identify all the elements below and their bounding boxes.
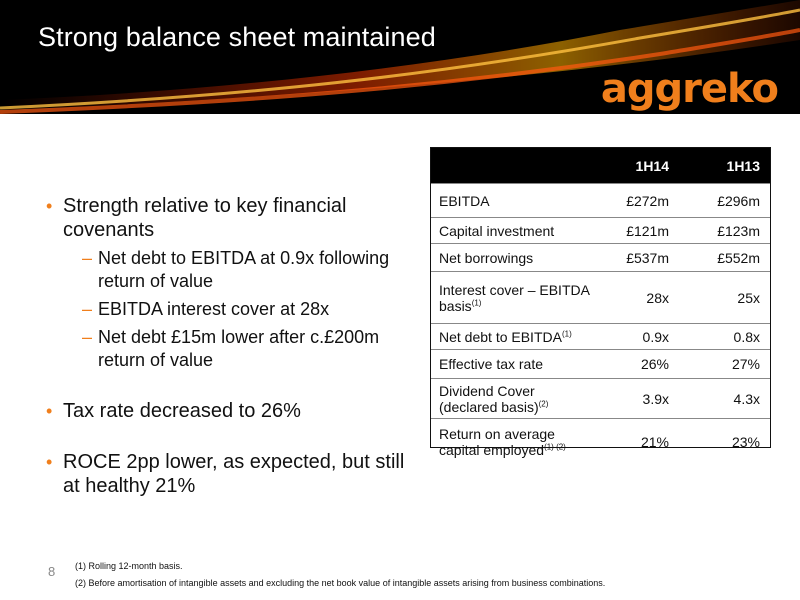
aggreko-logo: aggreko — [600, 66, 779, 112]
row-label-text: EBITDA — [439, 192, 490, 209]
row-label-text: Interest cover – EBITDA basis — [439, 281, 590, 314]
row-label: Effective tax rate — [431, 349, 598, 379]
table-row: EBITDA £272m £296m — [431, 183, 770, 218]
row-label-footnote-ref: (2) — [538, 398, 549, 408]
sub-bullet-item: – Net debt £15m lower after c.£200m retur… — [46, 326, 406, 372]
cell-1h14: £537m — [598, 243, 679, 272]
row-label-footnote-ref: (1) — [471, 297, 482, 307]
cell-1h13: 27% — [679, 349, 770, 379]
row-label-text: Return on average capital employed — [439, 425, 555, 458]
footnote-2: (2) Before amortisation of intangible as… — [75, 578, 606, 588]
bullet-text: ROCE 2pp lower, as expected, but still a… — [63, 451, 405, 497]
bullet-marker-icon: • — [46, 196, 53, 216]
bullet-marker-icon: • — [46, 452, 53, 472]
bullet-text: Tax rate decreased to 26% — [63, 400, 301, 422]
slide-header: Strong balance sheet maintained aggreko — [0, 0, 800, 114]
sub-bullet-item: – EBITDA interest cover at 28x — [46, 298, 406, 321]
row-label: Dividend Cover (declared basis)(2) — [431, 378, 598, 419]
bullet-marker-icon: • — [46, 401, 53, 421]
sub-bullet-dash-icon: – — [82, 327, 93, 347]
row-label: EBITDA — [431, 183, 598, 218]
bullet-list: • Strength relative to key financial cove… — [46, 194, 406, 498]
table-row: Net debt to EBITDA(1) 0.9x 0.8x — [431, 323, 770, 350]
slide-title: Strong balance sheet maintained — [38, 22, 436, 52]
table-header-1h13: 1H13 — [679, 148, 770, 184]
row-label-footnote-ref: (1) (2) — [544, 442, 566, 452]
table-row: Return on average capital employed(1) (2… — [431, 418, 770, 465]
table-header-row: 1H14 1H13 — [431, 148, 770, 184]
table-row: Interest cover – EBITDA basis(1) 28x 25x — [431, 271, 770, 324]
sub-bullet-text: Net debt to EBITDA at 0.9x following ret… — [98, 248, 390, 291]
row-label: Net borrowings — [431, 243, 598, 272]
row-label-text: Net borrowings — [439, 249, 534, 266]
cell-1h13: 25x — [679, 271, 770, 324]
sub-bullet-text: Net debt £15m lower after c.£200m return… — [98, 327, 380, 370]
row-label: Return on average capital employed(1) (2… — [431, 418, 598, 465]
cell-1h14: £272m — [598, 183, 679, 218]
row-label: Net debt to EBITDA(1) — [431, 323, 598, 350]
cell-1h13: £296m — [679, 183, 770, 218]
bullet-item: • ROCE 2pp lower, as expected, but still … — [46, 450, 406, 498]
row-label-text: Dividend Cover (declared basis) — [439, 382, 539, 415]
header-swoosh-graphic — [0, 0, 800, 114]
table-header-1h14: 1H14 — [598, 148, 679, 184]
cell-1h14: 28x — [598, 271, 679, 324]
cell-1h13: 4.3x — [679, 378, 770, 419]
row-label-text: Capital investment — [439, 222, 555, 239]
cell-1h14: 0.9x — [598, 323, 679, 350]
bullet-item: • Strength relative to key financial cove… — [46, 194, 406, 242]
bullet-item: • Tax rate decreased to 26% — [46, 399, 406, 423]
row-label: Capital investment — [431, 217, 598, 244]
financial-table: 1H14 1H13 EBITDA £272m £296m Capital invest… — [430, 147, 771, 465]
page-number: 8 — [48, 564, 56, 579]
cell-1h13: 23% — [679, 418, 770, 465]
cell-1h13: £552m — [679, 243, 770, 272]
footnote-1: (1) Rolling 12-month basis. — [75, 561, 183, 571]
footnotes: (1) Rolling 12-month basis. (2) Before a… — [75, 558, 605, 592]
sub-bullet-dash-icon: – — [82, 299, 93, 319]
cell-1h13: 0.8x — [679, 323, 770, 350]
cell-1h14: £121m — [598, 217, 679, 244]
table-row: Dividend Cover (declared basis)(2) 3.9x 4.… — [431, 378, 770, 419]
cell-1h13: £123m — [679, 217, 770, 244]
row-label-footnote-ref: (1) — [561, 328, 572, 338]
sub-bullet-text: EBITDA interest cover at 28x — [98, 299, 330, 319]
cell-1h14: 26% — [598, 349, 679, 379]
bullet-text: Strength relative to key financial coven… — [63, 195, 347, 241]
cell-1h14: 3.9x — [598, 378, 679, 419]
table-row: Capital investment £121m £123m — [431, 217, 770, 244]
row-label: Interest cover – EBITDA basis(1) — [431, 271, 598, 324]
table-row: Net borrowings £537m £552m — [431, 243, 770, 272]
table-row: Effective tax rate 26% 27% — [431, 349, 770, 379]
cell-1h14: 21% — [598, 418, 679, 465]
row-label-text: Net debt to EBITDA — [439, 328, 562, 345]
sub-bullet-dash-icon: – — [82, 248, 93, 268]
table-header-label-col — [431, 148, 598, 184]
row-label-text: Effective tax rate — [439, 356, 544, 372]
sub-bullet-item: – Net debt to EBITDA at 0.9x following re… — [46, 247, 406, 293]
